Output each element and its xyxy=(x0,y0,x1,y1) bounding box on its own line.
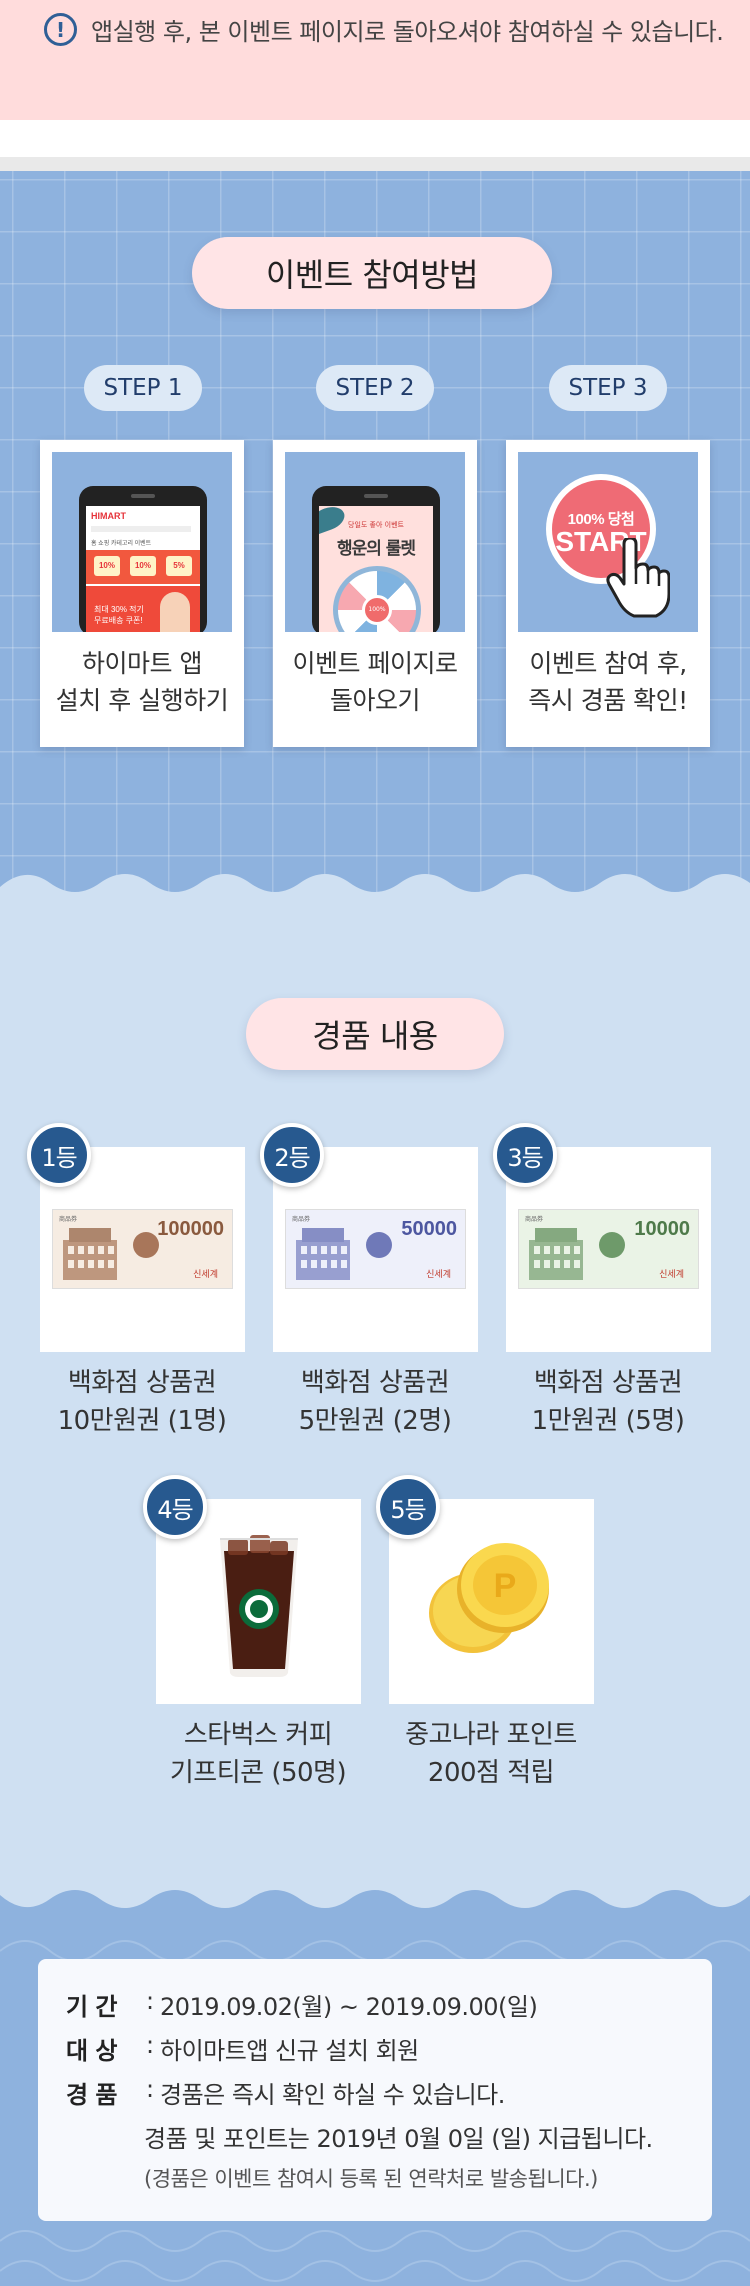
starbucks-iced-coffee-image xyxy=(220,1535,298,1677)
info-prize-note: (경품은 이벤트 참여시 등록 된 연락처로 발송됩니다.) xyxy=(144,2167,598,2191)
info-section: 기 간 : 2019.09.02(월) ~ 2019.09.00(일) 대 상 … xyxy=(0,1881,750,2286)
model-illustration xyxy=(160,592,190,632)
info-prize-row: 경 품 : 경품은 즉시 확인 하실 수 있습니다. xyxy=(66,2075,505,2109)
roulette-title: 행운의 룰렛 xyxy=(336,539,416,559)
phone-mockup: 당일도 좋아 이벤트 행운의 룰렛 100% xyxy=(312,486,440,632)
voucher-amount: 50000 xyxy=(401,1218,457,1240)
rank-1-badge: 1등 xyxy=(27,1123,91,1187)
prize-2-caption: 백화점 상품권 5만원권 (2명) xyxy=(298,1368,452,1436)
gift-voucher-100000-image: 商品券 100000 신세계 xyxy=(52,1209,233,1289)
prize-3-caption: 백화점 상품권 1만원권 (5명) xyxy=(531,1368,685,1436)
building-illustration xyxy=(63,1228,117,1280)
rank-4-badge: 4등 xyxy=(143,1475,207,1539)
info-target-value: 하이마트앱 신규 설치 회원 xyxy=(160,2037,419,2065)
exclamation-circle-icon: ! xyxy=(44,13,77,46)
wave-divider xyxy=(0,1881,750,1908)
step-2-caption: 이벤트 페이지로 돌아오기 xyxy=(292,649,458,715)
voucher-amount: 10000 xyxy=(634,1218,690,1240)
gift-voucher-50000-image: 商品券 50000 신세계 xyxy=(285,1209,466,1289)
info-target-key: 대 상 xyxy=(66,2037,118,2065)
divider-white xyxy=(0,120,750,157)
gift-voucher-10000-image: 商品券 10000 신세계 xyxy=(518,1209,699,1289)
howto-section: 이벤트 참여방법 STEP 1 STEP 2 STEP 3 HIMART 홈 쇼… xyxy=(0,171,750,901)
himart-app-phone-image: HIMART 홈 쇼핑 카테고리 이벤트 10% 10% 5% 최대 30% 적… xyxy=(52,452,232,632)
building-illustration xyxy=(529,1228,583,1280)
step-3-badge: STEP 3 xyxy=(549,365,667,411)
coin-mark: P xyxy=(494,1567,517,1605)
roulette-wheel: 100% xyxy=(333,566,421,632)
prize-4-caption: 스타벅스 커피 기프티콘 (50명) xyxy=(169,1720,347,1788)
prize-1-caption: 백화점 상품권 10만원권 (1명) xyxy=(57,1368,227,1436)
info-prize-key: 경 품 xyxy=(66,2081,118,2109)
step-1-card: HIMART 홈 쇼핑 카테고리 이벤트 10% 10% 5% 최대 30% 적… xyxy=(40,440,244,747)
info-period-row: 기 간 : 2019.09.02(월) ~ 2019.09.00(일) xyxy=(66,1987,538,2021)
step-3-card: 100% 당첨 START 이벤트 참여 후, 즉시 경품 확인! xyxy=(506,440,710,747)
rank-3-badge: 3등 xyxy=(493,1123,557,1187)
building-illustration xyxy=(296,1228,350,1280)
rank-5-badge: 5등 xyxy=(376,1475,440,1539)
phone-mockup: HIMART 홈 쇼핑 카테고리 이벤트 10% 10% 5% 최대 30% 적… xyxy=(79,486,207,632)
info-target-row: 대 상 : 하이마트앱 신규 설치 회원 xyxy=(66,2031,419,2065)
roulette-event-phone-image: 당일도 좋아 이벤트 행운의 룰렛 100% xyxy=(285,452,465,632)
step-1-caption: 하이마트 앱 설치 후 실행하기 xyxy=(55,649,229,715)
prize-title: 경품 내용 xyxy=(246,998,504,1070)
divider-gray xyxy=(0,157,750,171)
prize-5-box: P xyxy=(389,1499,594,1704)
event-info-card: 기 간 : 2019.09.02(월) ~ 2019.09.00(일) 대 상 … xyxy=(38,1959,712,2221)
pointing-hand-icon xyxy=(606,538,670,618)
wave-divider xyxy=(0,874,750,901)
info-prize-value-2: 경품 및 포인트는 2019년 0월 0일 (일) 지급됩니다. xyxy=(144,2125,653,2153)
prize-section: 경품 내용 商品券 100000 신세계 1등 백화점 상품권 10만원권 (1… xyxy=(0,901,750,1881)
notice-row: ! 앱실행 후, 본 이벤트 페이지로 돌아오셔야 참여하실 수 있습니다. xyxy=(44,12,724,47)
himart-logo: HIMART xyxy=(91,511,126,521)
step-3-caption: 이벤트 참여 후, 즉시 경품 확인! xyxy=(528,649,688,715)
howto-title: 이벤트 참여방법 xyxy=(192,237,552,309)
step-1-badge: STEP 1 xyxy=(84,365,202,411)
notice-banner: ! 앱실행 후, 본 이벤트 페이지로 돌아오셔야 참여하실 수 있습니다. xyxy=(0,0,750,120)
gold-point-coins-image: P xyxy=(429,1543,549,1653)
info-period-key: 기 간 xyxy=(66,1993,118,2021)
rank-2-badge: 2등 xyxy=(260,1123,324,1187)
step-2-card: 당일도 좋아 이벤트 행운의 룰렛 100% 이벤트 페이지로 돌아오기 xyxy=(273,440,477,747)
notice-text: 앱실행 후, 본 이벤트 페이지로 돌아오셔야 참여하실 수 있습니다. xyxy=(91,18,724,46)
info-prize-value: 경품은 즉시 확인 하실 수 있습니다. xyxy=(160,2081,505,2109)
prize-1-box: 商品券 100000 신세계 xyxy=(40,1147,245,1352)
start-button-hand-image: 100% 당첨 START xyxy=(518,452,698,632)
info-period-value: 2019.09.02(월) ~ 2019.09.00(일) xyxy=(160,1993,538,2021)
prize-2-box: 商品券 50000 신세계 xyxy=(273,1147,478,1352)
voucher-amount: 100000 xyxy=(157,1218,224,1240)
prize-5-caption: 중고나라 포인트 200점 적립 xyxy=(405,1720,577,1788)
step-2-badge: STEP 2 xyxy=(316,365,434,411)
